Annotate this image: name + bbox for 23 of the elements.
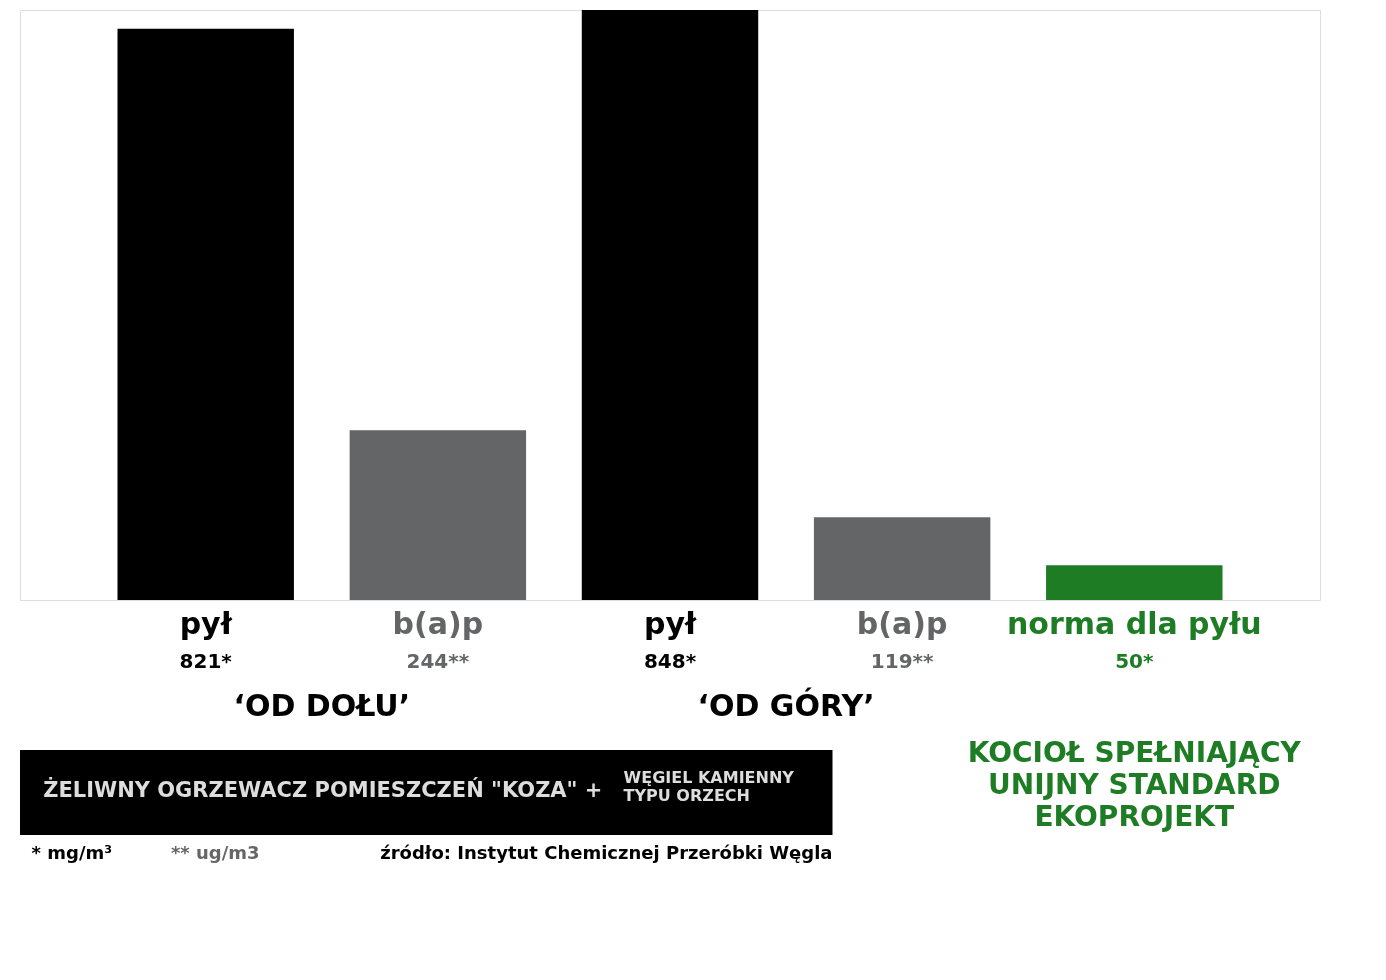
x-tick-label: pył: [179, 606, 233, 641]
data-label: 119**: [870, 649, 935, 673]
text: ‘OD GÓRY’: [697, 687, 875, 723]
x-tick-label: b(a)p: [392, 606, 484, 641]
data-label: 244**: [406, 649, 470, 673]
data-label: 821*: [179, 649, 233, 673]
text: źródło: Instytut Chemicznej Przeróbki Węgla: [380, 842, 833, 863]
data-label: 848*: [643, 649, 697, 673]
x-tick-label: norma dla pyłu: [1006, 606, 1262, 641]
bar: [581, 10, 759, 600]
bar: [117, 28, 294, 600]
text: ŻELIWNY OGRZEWACZ POMIESZCZEŃ "KOZA" +: [43, 777, 603, 802]
text: KOCIOŁ SPEŁNIAJĄCY UNIJNY STANDARD EKOPROJEKT: [967, 736, 1302, 834]
data-label: 50*: [1115, 649, 1154, 673]
bar: [349, 430, 527, 600]
x-tick-label: b(a)p: [856, 606, 948, 641]
bar: [813, 517, 991, 600]
text: ‘OD DOŁU’: [233, 688, 411, 723]
text: WĘGIEL KAMIENNY TYPU ORZECH: [623, 768, 795, 806]
bar: [1046, 565, 1223, 600]
text: ** ug/m3: [170, 842, 260, 863]
text: * mg/m³: [31, 842, 113, 863]
x-tick-label: pył: [643, 606, 697, 641]
